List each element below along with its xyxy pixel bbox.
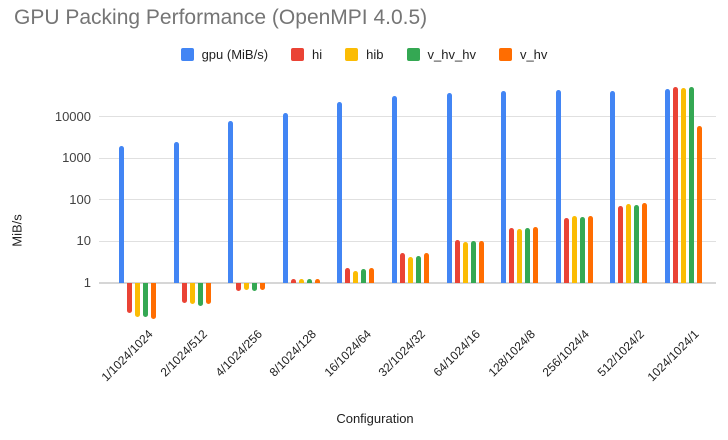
bar[interactable]: [610, 91, 616, 283]
bar[interactable]: [290, 278, 296, 283]
bar[interactable]: [298, 279, 304, 283]
legend-swatch: [180, 47, 194, 61]
legend-label: hib: [366, 46, 384, 62]
x-axis-title: Configuration: [336, 411, 414, 426]
legend-item-v_hv_hv[interactable]: v_hv_hv: [406, 46, 476, 62]
bar[interactable]: [197, 282, 203, 307]
bar[interactable]: [143, 282, 148, 318]
legend-swatch: [406, 47, 420, 61]
x-tick-label: 64/1024/16: [430, 327, 484, 380]
bar[interactable]: [236, 282, 242, 292]
bar[interactable]: [626, 203, 632, 283]
legend-label: gpu (MiB/s): [201, 46, 269, 62]
bar[interactable]: [478, 241, 484, 283]
bar[interactable]: [665, 89, 670, 283]
bar[interactable]: [181, 282, 187, 303]
bar[interactable]: [525, 228, 531, 283]
gridline: [99, 281, 716, 284]
legend-label: v_hv: [519, 46, 548, 62]
bar[interactable]: [244, 282, 250, 291]
x-tick-label: 4/1024/256: [212, 327, 265, 380]
gridline: [99, 240, 716, 242]
bar[interactable]: [424, 253, 429, 283]
bar[interactable]: [673, 87, 678, 283]
bar[interactable]: [173, 141, 179, 283]
x-tick-label: 256/1024/4: [539, 327, 593, 380]
x-tick-label: 1024/1024/1: [644, 327, 702, 385]
y-tick-label: 1: [83, 274, 91, 290]
bar[interactable]: [416, 255, 421, 283]
bar[interactable]: [697, 125, 702, 283]
legend-item-gpu[interactable]: gpu (MiB/s): [180, 46, 269, 62]
bar[interactable]: [446, 92, 452, 283]
bar[interactable]: [282, 113, 288, 283]
legend-item-v_hv[interactable]: v_hv: [498, 46, 548, 62]
y-axis-title: MiB/s: [9, 214, 25, 247]
bar[interactable]: [361, 268, 367, 283]
bar[interactable]: [579, 216, 585, 283]
bar[interactable]: [306, 279, 312, 283]
x-tick-label: 8/1024/128: [266, 327, 320, 380]
bar[interactable]: [563, 218, 569, 283]
gridline: [99, 116, 716, 118]
legend-item-hib[interactable]: hib: [345, 46, 384, 62]
bar[interactable]: [533, 227, 539, 283]
y-tick-label: 10000: [54, 108, 91, 124]
bar[interactable]: [509, 227, 515, 283]
bar[interactable]: [517, 228, 523, 283]
legend: gpu (MiB/s) hi hib v_hv_hv v_hv: [0, 44, 728, 64]
bar[interactable]: [618, 205, 624, 283]
bar[interactable]: [462, 241, 468, 283]
legend-swatch: [291, 47, 305, 61]
bar[interactable]: [353, 271, 359, 283]
x-tick-label: 1/1024/1024: [98, 327, 156, 385]
bar[interactable]: [119, 145, 124, 283]
bar[interactable]: [345, 268, 351, 283]
bar[interactable]: [127, 282, 132, 313]
bar[interactable]: [369, 267, 375, 283]
bar[interactable]: [252, 282, 258, 291]
chart-title: GPU Packing Performance (OpenMPI 4.0.5): [14, 6, 428, 29]
y-tick-label: 10: [76, 233, 91, 249]
legend-label: hi: [312, 46, 323, 62]
bar[interactable]: [205, 282, 211, 305]
bar[interactable]: [392, 96, 397, 283]
bar[interactable]: [151, 282, 156, 319]
x-tick-label: 16/1024/64: [321, 327, 374, 380]
bar[interactable]: [400, 253, 405, 283]
bar[interactable]: [501, 90, 507, 283]
bar[interactable]: [689, 87, 694, 283]
x-tick-label: 512/1024/2: [594, 327, 647, 380]
x-tick-label: 32/1024/32: [376, 327, 429, 380]
bar[interactable]: [634, 204, 640, 283]
bar[interactable]: [470, 241, 476, 283]
legend-swatch: [345, 47, 359, 61]
bar[interactable]: [189, 282, 195, 305]
legend-label: v_hv_hv: [427, 46, 476, 62]
bar[interactable]: [571, 216, 577, 283]
legend-swatch: [498, 47, 512, 61]
x-tick-label: 128/1024/8: [485, 327, 538, 380]
y-tick-label: 1000: [62, 150, 91, 166]
x-tick-label: 2/1024/512: [157, 327, 211, 380]
bar[interactable]: [408, 257, 413, 283]
bar[interactable]: [642, 202, 648, 283]
gridline: [99, 157, 716, 159]
legend-item-hi[interactable]: hi: [291, 47, 322, 62]
bar[interactable]: [681, 88, 686, 283]
bar[interactable]: [587, 216, 593, 283]
y-tick-label: 100: [69, 191, 91, 207]
bar[interactable]: [228, 121, 234, 283]
bar[interactable]: [337, 102, 343, 283]
bar[interactable]: [135, 282, 140, 317]
bar[interactable]: [454, 240, 460, 283]
bar[interactable]: [555, 89, 561, 283]
bar[interactable]: [260, 282, 266, 291]
bar[interactable]: [314, 278, 320, 283]
gridline: [99, 199, 716, 201]
